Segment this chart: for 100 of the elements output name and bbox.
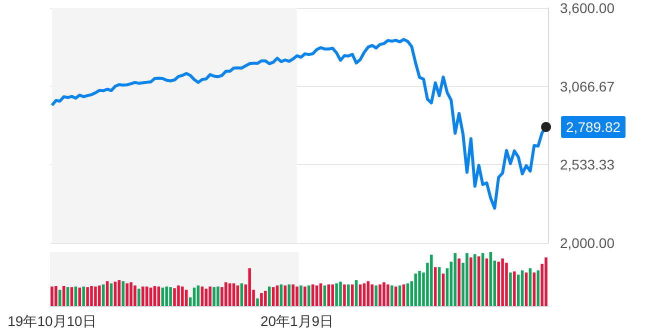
bar	[430, 254, 433, 306]
bar	[240, 283, 244, 306]
bar	[370, 284, 374, 306]
y-tick-label: 2,533.33	[560, 156, 615, 173]
data-label: 2,789.82	[566, 118, 621, 135]
bar	[268, 286, 271, 306]
bar	[438, 267, 441, 306]
bar	[58, 290, 62, 306]
bar	[86, 287, 89, 306]
bar	[374, 285, 378, 306]
bar	[505, 262, 508, 306]
bar	[350, 284, 354, 306]
bar	[323, 285, 326, 306]
bar	[232, 283, 236, 306]
bar	[466, 253, 468, 306]
bar	[264, 290, 267, 306]
bar	[386, 284, 390, 306]
bar	[434, 267, 437, 306]
bar	[489, 252, 492, 306]
bar	[509, 272, 512, 306]
bar	[331, 284, 334, 306]
bar	[406, 283, 410, 306]
bar	[454, 253, 456, 306]
bar	[110, 283, 113, 306]
bar	[458, 258, 460, 306]
bar	[516, 274, 520, 306]
y-tick-label: 3,600.00	[560, 0, 615, 16]
bar	[114, 282, 117, 306]
bar	[501, 258, 504, 306]
bar	[74, 286, 78, 306]
bar	[90, 286, 93, 306]
bar	[248, 268, 251, 306]
bar	[470, 257, 472, 306]
bar	[354, 280, 358, 306]
bar	[276, 285, 279, 306]
bar	[304, 286, 306, 306]
bar	[536, 270, 540, 306]
bar	[196, 285, 200, 306]
bar	[292, 284, 294, 306]
bar	[544, 257, 548, 306]
bar	[228, 283, 232, 306]
bar	[327, 284, 330, 306]
bar	[394, 286, 398, 306]
bar	[288, 284, 290, 306]
bar	[481, 253, 484, 306]
y-tick-label: 2,000.00	[560, 235, 615, 251]
bar	[260, 293, 263, 306]
x-tick-label: 20年1月9日	[260, 313, 334, 329]
bar	[70, 287, 74, 306]
bar	[347, 284, 350, 306]
bar	[177, 285, 180, 306]
bar	[126, 283, 128, 306]
bar	[200, 286, 204, 306]
bar	[212, 287, 216, 306]
bar	[477, 256, 480, 306]
bar	[315, 285, 318, 306]
bar	[98, 285, 101, 306]
bar	[485, 258, 488, 306]
bar	[358, 284, 362, 306]
bar	[157, 286, 160, 306]
bar	[106, 281, 109, 306]
bar	[343, 284, 346, 306]
bar	[414, 274, 417, 306]
bar	[398, 285, 402, 306]
bar	[390, 285, 394, 306]
bar	[308, 285, 310, 306]
bar	[366, 281, 370, 306]
bar	[319, 283, 322, 306]
bar	[66, 287, 70, 306]
bar	[256, 298, 259, 306]
bar	[78, 288, 82, 306]
bar	[138, 288, 140, 306]
bar	[339, 282, 342, 306]
bar	[208, 286, 212, 306]
bar	[474, 254, 476, 306]
bar	[280, 284, 283, 306]
bar	[173, 288, 176, 306]
bar	[118, 280, 121, 306]
bar	[130, 282, 132, 306]
bar	[300, 285, 302, 306]
bar	[528, 268, 532, 306]
bar	[102, 284, 105, 306]
bar	[335, 283, 338, 306]
bar	[165, 286, 168, 306]
bar	[418, 270, 421, 306]
bar	[382, 282, 386, 306]
bar	[62, 286, 66, 306]
bar	[524, 272, 528, 306]
bar	[161, 288, 164, 306]
bar	[532, 272, 536, 306]
bar	[153, 286, 156, 306]
bar	[296, 286, 298, 306]
bar	[284, 285, 287, 306]
bar	[204, 288, 208, 306]
bar	[54, 286, 58, 306]
bar	[142, 286, 144, 306]
x-tick-label: 19年10月10日	[8, 313, 96, 329]
bar	[442, 274, 445, 306]
bar	[497, 262, 500, 306]
bar	[149, 288, 152, 306]
